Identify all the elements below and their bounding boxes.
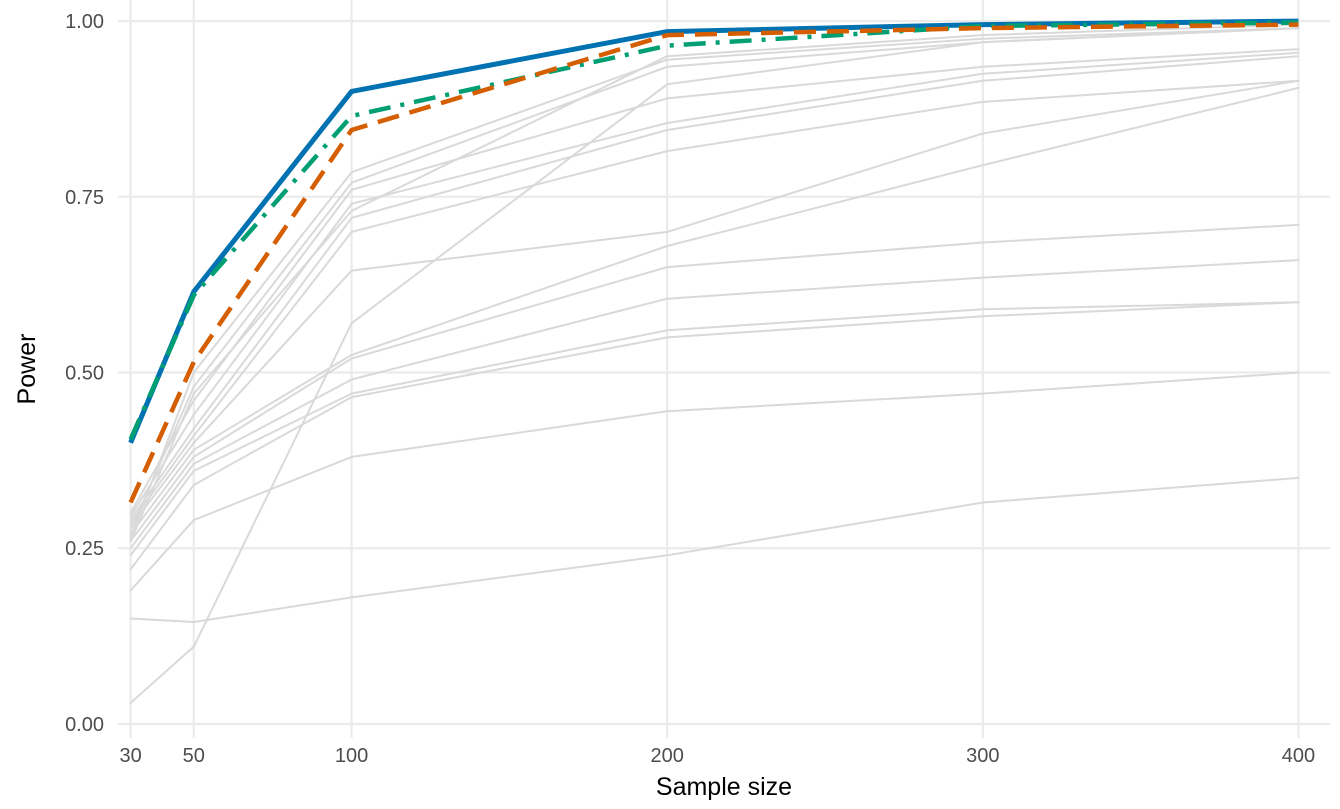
x-tick-label-200: 200 bbox=[651, 745, 684, 767]
background-series-line-11 bbox=[129, 55, 1300, 522]
x-tick-label-50: 50 bbox=[183, 745, 205, 767]
background-series-line-16 bbox=[129, 23, 1300, 543]
y-tick-label-1.00: 1.00 bbox=[65, 11, 104, 33]
x-tick-label-300: 300 bbox=[966, 745, 999, 767]
x-tick-label-400: 400 bbox=[1282, 745, 1315, 767]
highlight-series-line-1 bbox=[128, 18, 1299, 444]
tick-labels: 30 50 100 200 300 400 0.00 0.25 0.50 0.75 1.00 bbox=[65, 11, 1315, 767]
x-axis-title: Sample size bbox=[656, 773, 792, 801]
background-series-line-10 bbox=[129, 79, 1300, 525]
background-series-line-8 bbox=[129, 86, 1300, 536]
background-series-line-1 bbox=[129, 27, 1300, 704]
background-series-line-2 bbox=[129, 476, 1300, 623]
background-series-line-5 bbox=[129, 301, 1300, 557]
y-axis-title: Power bbox=[13, 334, 41, 405]
background-series-line-14 bbox=[129, 27, 1300, 532]
grid-lines bbox=[118, 0, 1330, 738]
background-series-line-6 bbox=[129, 259, 1300, 550]
background-series-line-12 bbox=[129, 51, 1300, 518]
background-series-line-13 bbox=[129, 48, 1300, 515]
y-tick-label-0.00: 0.00 bbox=[65, 714, 104, 736]
background-series-line-4 bbox=[129, 301, 1300, 571]
background-series-line-3 bbox=[129, 371, 1300, 592]
background-series-line-15 bbox=[129, 27, 1300, 539]
y-tick-label-0.25: 0.25 bbox=[65, 538, 104, 560]
x-tick-label-30: 30 bbox=[120, 745, 142, 767]
highlighted-series-group bbox=[128, 18, 1299, 504]
x-tick-label-100: 100 bbox=[335, 745, 368, 767]
background-series-line-7 bbox=[129, 223, 1300, 543]
background-series-line-9 bbox=[129, 79, 1300, 529]
y-tick-label-0.50: 0.50 bbox=[65, 363, 104, 385]
highlight-series-line-3 bbox=[128, 22, 1299, 504]
y-tick-label-0.75: 0.75 bbox=[65, 187, 104, 209]
background-series-group bbox=[129, 23, 1300, 704]
